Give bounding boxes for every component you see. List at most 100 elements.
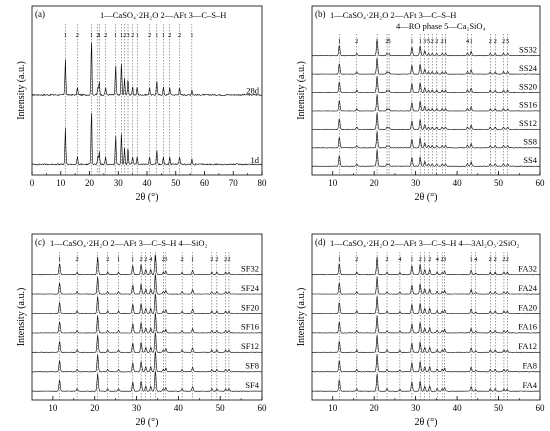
peak-phase-number: 2 [106,256,109,263]
panel-label: (d) [315,237,326,247]
peak-phase-number: 4 [436,256,440,263]
peak-phase-number: 1 [375,38,378,45]
x-tick-label: 40 [174,403,184,413]
xrd-trace-28d [32,42,263,97]
peak-phase-number: 2 [123,32,126,39]
phase-legend: 1—CaSO₄·2H₂O 2—AFt 3—C–S–H 4—SiO₂ [50,238,207,248]
peak-phase-number: 2 [215,256,218,263]
plot-frame [311,233,541,401]
peak-phase-number: 1 [470,256,473,263]
xrd-trace-sf12 [31,332,263,353]
xrd-trace-fa16 [311,315,541,334]
series-label: FA32 [518,263,537,273]
series-label: SF12 [241,341,259,351]
peak-phase-number: 2 [419,256,422,263]
x-tick-label: 10 [48,403,58,413]
y-axis-label: Intensity (a.u.) [296,61,307,120]
peak-phase-number: 1 [375,256,378,263]
x-tick-label: 50 [494,178,504,188]
series-label: 1d [251,155,260,165]
xrd-trace-sf20 [31,293,263,315]
peak-phase-number: 2 [489,256,492,263]
xrd-trace-fa12 [311,335,540,353]
peak-phase-number: 1 [423,256,426,263]
x-tick-label: 10 [56,178,66,188]
y-axis-label: Intensity (a.u.) [16,288,27,347]
peak-phase-number: 1 [98,32,101,39]
peak-phase-number: 1 [114,32,117,39]
x-axis-label: 2θ (°) [415,417,438,428]
peak-phase-number: 5 [387,38,390,45]
series-label: 28d [246,86,260,96]
peak-phase-number: 2 [76,32,79,39]
peak-phase-number: 1 [338,38,341,45]
x-tick-label: 40 [453,403,463,413]
phase-legend-line2: 4—RO phase 5—Ca₂SiO₄ [396,21,486,31]
xrd-trace-sf32 [31,254,263,276]
peak-phase-number: 2 [131,32,134,39]
peak-phase-number: 1 [96,256,99,263]
peak-phase-number: 1 [162,32,165,39]
x-tick-label: 20 [370,178,380,188]
xrd-trace-fa4 [311,373,541,392]
x-tick-label: 70 [229,178,239,188]
peak-phase-number: 1 [131,256,134,263]
series-label: SF24 [241,283,260,293]
peak-phase-number: 2 [502,38,505,45]
peak-phase-number: 2 [355,38,358,45]
series-label: SF32 [241,263,259,273]
peak-phase-number: 2 [441,256,444,263]
xrd-trace-ss8 [311,131,540,149]
peak-phase-number: 2 [494,256,497,263]
panel-label: (a) [35,9,45,19]
series-label: FA12 [518,341,537,351]
y-axis-label: Intensity (a.u.) [16,61,27,120]
peak-phase-number: 3 [126,32,129,39]
xrd-trace-ss20 [311,76,540,94]
series-label: SF16 [241,322,259,332]
peak-phase-number: 1 [444,38,447,45]
peak-phase-number: 2 [489,38,492,45]
x-axis-label: 2θ (°) [415,192,438,203]
peak-phase-number: 1 [64,32,67,39]
series-label: FA4 [523,380,538,390]
x-tick-label: 40 [143,178,153,188]
peak-phase-number: 5 [506,38,509,45]
xrd-trace-sf8 [31,351,263,373]
series-label: SS24 [519,63,538,73]
phase-legend: 1—CaSO₄·2H₂O 2—AFt 3—C–S–H [330,10,456,20]
panel-label: (c) [35,237,45,247]
xrd-trace-sf16 [32,313,263,334]
peak-phase-number: 1 [191,256,194,263]
x-tick-label: 60 [258,403,268,413]
peak-phase-number: 2 [178,32,181,39]
series-label: SS16 [519,100,537,110]
peak-phase-number: 3 [423,38,426,45]
xrd-trace-fa20 [311,295,540,315]
series-label: SF8 [245,361,259,371]
peak-phase-number: 1 [120,32,123,39]
panel-label: (b) [315,9,326,19]
peak-phase-number: 4 [398,256,402,263]
peak-phase-number: 2 [181,256,184,263]
chart-panel-b: 10 20 30 40 50 60 2θ (°) Intensity (a.u.) (b) 1—C… [296,5,545,203]
x-tick-label: 60 [200,178,210,188]
peak-phase-number: 1 [419,38,422,45]
series-label: SS8 [523,137,537,147]
x-tick-label: 80 [258,178,268,188]
peak-phase-number: 2 [435,38,438,45]
xrd-trace-sf24 [32,274,263,295]
xrd-trace-1d [31,112,263,166]
plot-frame [31,233,263,401]
x-tick-label: 40 [453,178,463,188]
chart-panel-a: 0 10 20 30 40 50 60 70 80 2θ (°) Intensity (a.u.) (… [16,5,268,203]
xrd-trace-ss24 [311,57,541,75]
x-tick-label: 30 [132,403,142,413]
peak-phase-number: 4 [149,256,153,263]
peak-phase-number: 1 [470,38,473,45]
xrd-trace-ss32 [311,39,541,57]
xrd-trace-fa8 [312,354,541,373]
peak-phase-number: 2 [168,32,171,39]
peak-phase-number: 1 [136,32,139,39]
